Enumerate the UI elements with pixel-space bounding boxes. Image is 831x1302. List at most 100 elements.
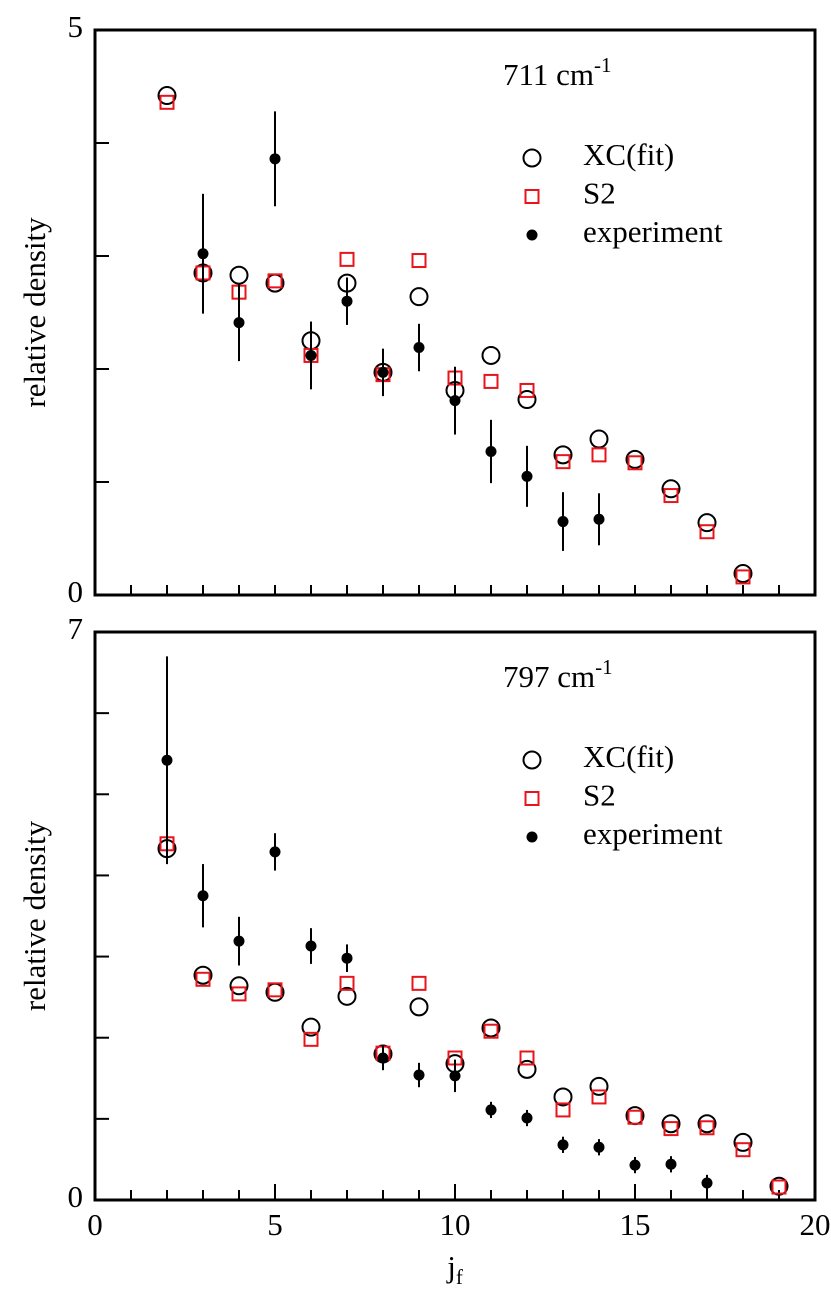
- marker-circle: [661, 1114, 681, 1134]
- marker-dot: [341, 295, 353, 307]
- marker-dot: [593, 513, 605, 525]
- marker-circle: [409, 997, 429, 1017]
- marker-square: [519, 382, 535, 398]
- x-axis-label-sub: f: [456, 1265, 463, 1289]
- marker-dot: [629, 1159, 641, 1171]
- x-axis-label: jf: [446, 1249, 463, 1289]
- marker-circle: [733, 564, 753, 584]
- marker-circle: [697, 513, 717, 533]
- y-tick-label: 0: [68, 1179, 84, 1214]
- legend-label: experiment: [583, 214, 723, 249]
- legend-label: experiment: [583, 816, 723, 851]
- marker-square: [735, 569, 751, 585]
- marker-square: [267, 982, 283, 998]
- marker-square: [483, 373, 499, 389]
- marker-square: [735, 1142, 751, 1158]
- marker-circle: [589, 429, 609, 449]
- marker-dot: [269, 846, 281, 858]
- marker-dot: [197, 890, 209, 902]
- x-axis-label-main: j: [446, 1249, 456, 1284]
- marker-circle: [553, 1087, 573, 1107]
- marker-dot: [557, 516, 569, 528]
- marker-circle: [522, 148, 542, 168]
- marker-dot: [521, 470, 533, 482]
- marker-circle: [301, 1017, 321, 1037]
- marker-circle: [769, 1176, 789, 1196]
- x-tick-label: 10: [440, 1207, 471, 1242]
- marker-circle: [481, 345, 501, 365]
- marker-circle: [661, 479, 681, 499]
- marker-square: [627, 1109, 643, 1125]
- marker-dot: [526, 229, 538, 241]
- marker-circle: [481, 1018, 501, 1038]
- marker-square: [555, 454, 571, 470]
- marker-circle: [409, 287, 429, 307]
- marker-square: [231, 986, 247, 1002]
- legend-label: S2: [583, 176, 616, 211]
- marker-dot: [449, 1070, 461, 1082]
- marker-dot: [197, 248, 209, 260]
- annotation-text: 711 cm: [503, 57, 594, 92]
- marker-dot: [665, 1158, 677, 1170]
- marker-dot: [233, 935, 245, 947]
- marker-square: [591, 447, 607, 463]
- y-tick-label: 0: [68, 574, 84, 609]
- marker-square: [411, 975, 427, 991]
- y-axis-label: relative density: [17, 217, 52, 408]
- marker-square: [524, 189, 540, 204]
- marker-square: [411, 253, 427, 269]
- marker-square: [699, 1120, 715, 1136]
- marker-dot: [526, 831, 538, 843]
- marker-dot: [485, 1104, 497, 1116]
- annotation: 797 cm-1: [503, 655, 613, 694]
- marker-circle: [625, 449, 645, 469]
- marker-square: [771, 1179, 787, 1195]
- marker-dot: [593, 1141, 605, 1153]
- marker-square: [555, 1102, 571, 1118]
- x-tick-label: 15: [620, 1207, 651, 1242]
- x-tick-label: 20: [800, 1207, 831, 1242]
- y-axis-label: relative density: [17, 820, 52, 1011]
- marker-circle: [733, 1132, 753, 1152]
- marker-dot: [269, 153, 281, 165]
- marker-square: [663, 488, 679, 504]
- marker-square: [483, 1023, 499, 1039]
- marker-circle: [193, 965, 213, 985]
- annotation-text: 797 cm: [503, 659, 595, 694]
- annotation-superscript: -1: [595, 655, 613, 679]
- marker-circle: [697, 1114, 717, 1134]
- marker-square: [195, 971, 211, 987]
- marker-circle: [157, 86, 177, 106]
- marker-square: [159, 94, 175, 110]
- marker-square: [524, 791, 540, 806]
- marker-square: [267, 273, 283, 289]
- marker-circle: [522, 750, 542, 770]
- marker-dot: [305, 940, 317, 952]
- marker-circle: [589, 1076, 609, 1096]
- marker-square: [339, 251, 355, 267]
- marker-square: [699, 524, 715, 540]
- marker-dot: [161, 754, 173, 766]
- marker-circle: [337, 986, 357, 1006]
- marker-square: [339, 975, 355, 991]
- x-tick-label: 0: [87, 1207, 103, 1242]
- marker-dot: [377, 366, 389, 378]
- marker-circle: [517, 1059, 537, 1079]
- marker-square: [519, 1050, 535, 1066]
- marker-circle: [517, 390, 537, 410]
- legend-label: S2: [583, 778, 616, 813]
- marker-square: [303, 1031, 319, 1047]
- marker-dot: [557, 1139, 569, 1151]
- marker-dot: [521, 1112, 533, 1124]
- marker-circle: [229, 265, 249, 285]
- marker-dot: [413, 1069, 425, 1081]
- marker-dot: [449, 395, 461, 407]
- marker-dot: [341, 952, 353, 964]
- marker-dot: [305, 349, 317, 361]
- legend-label: XC(fit): [583, 739, 674, 774]
- legend-label: XC(fit): [583, 137, 674, 172]
- marker-square: [627, 455, 643, 471]
- annotation: 711 cm-1: [503, 53, 611, 92]
- y-tick-label: 7: [68, 611, 84, 646]
